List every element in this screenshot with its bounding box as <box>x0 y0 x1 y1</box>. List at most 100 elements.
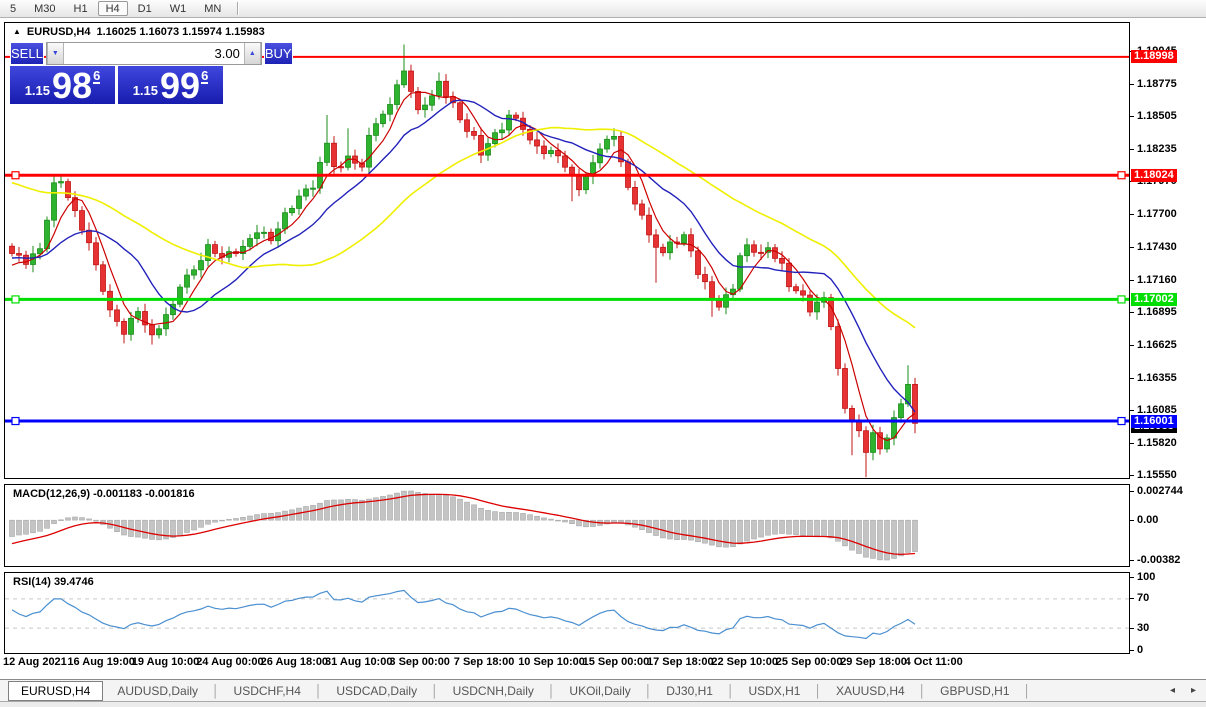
axis-tick-label: 30 <box>1137 621 1150 634</box>
candle <box>548 150 554 154</box>
date-axis-label: 16 Aug 19:00 <box>67 656 135 668</box>
axis-tick-label: -0.00382 <box>1137 553 1181 566</box>
candle <box>65 181 71 199</box>
rsi-chart-canvas[interactable] <box>5 573 1129 653</box>
candle <box>576 174 582 191</box>
tab-scroll-right-icon[interactable]: ▸ <box>1190 685 1196 696</box>
tab-separator: │ <box>314 683 323 698</box>
date-axis-label: 15 Sep 00:00 <box>582 656 650 668</box>
candle <box>240 245 246 254</box>
candle <box>205 244 211 262</box>
date-axis-label: 29 Sep 18:00 <box>840 656 907 668</box>
buy-button[interactable]: BUY <box>263 42 293 65</box>
date-axis-label: 24 Aug 00:00 <box>196 656 264 668</box>
hline-handle[interactable] <box>1117 416 1126 426</box>
hline-handle[interactable] <box>11 171 20 180</box>
tab-usdcnh-daily[interactable]: USDCNH,Daily <box>452 683 534 698</box>
axis-tick-label: 0 <box>1137 643 1144 656</box>
tab-separator: │ <box>726 683 735 698</box>
candle <box>814 301 820 313</box>
tab-usdx-h1[interactable]: USDX,H1 <box>748 683 801 698</box>
tab-separator: │ <box>1023 683 1032 698</box>
collapse-icon[interactable]: ▲ <box>13 26 21 36</box>
candle <box>772 247 778 259</box>
hline-handle[interactable] <box>11 295 20 304</box>
rsi-indicator-panel[interactable]: RSI(14) 39.4746 <box>4 572 1130 654</box>
candle <box>786 262 792 288</box>
date-axis-label: 22 Sep 10:00 <box>711 656 779 668</box>
candle <box>835 326 841 369</box>
axis-tick-label: 1.18235 <box>1137 143 1177 156</box>
sell-price-major: 1.15 <box>24 83 51 98</box>
candle <box>422 104 428 111</box>
candle <box>254 232 260 239</box>
volume-input[interactable] <box>63 43 244 64</box>
buy-price-display[interactable]: 1.15 99 6 <box>118 66 223 104</box>
volume-decrease-button[interactable]: ▼ <box>46 43 64 64</box>
candle <box>618 136 624 163</box>
sell-button[interactable]: SELL <box>10 42 44 65</box>
candle <box>380 113 386 124</box>
candle <box>429 95 435 106</box>
axis-tick-label: 1.15820 <box>1137 436 1177 449</box>
timeframe-button-w1[interactable]: W1 <box>162 1 195 16</box>
macd-axis: 0.002744 0.00 -0.00382 <box>1130 484 1206 567</box>
sell-price-pips: 98 <box>52 65 93 106</box>
candle <box>807 294 813 313</box>
axis-tick-label: 1.17430 <box>1137 240 1177 253</box>
tab-ukoil-daily[interactable]: UKOil,Daily <box>569 683 631 698</box>
candle <box>177 286 183 305</box>
sell-price-display[interactable]: 1.15 98 6 <box>10 66 115 104</box>
tab-gbpusd-h1[interactable]: GBPUSD,H1 <box>940 683 1010 698</box>
volume-increase-button[interactable]: ▲ <box>243 43 261 64</box>
candle <box>632 186 638 205</box>
axis-tick-label: 1.17160 <box>1137 273 1177 286</box>
candle <box>849 407 855 422</box>
axis-tick-label: 1.16625 <box>1137 338 1177 351</box>
candle <box>513 114 519 119</box>
tab-xauusd-h4[interactable]: XAUUSD,H4 <box>835 683 905 698</box>
candle <box>506 114 512 131</box>
candle <box>415 91 421 111</box>
candle <box>345 155 351 168</box>
candle <box>793 286 799 292</box>
tab-audusd-daily[interactable]: AUDUSD,Daily <box>117 683 199 698</box>
timeframe-button-m30[interactable]: M30 <box>26 1 63 16</box>
ma-slow <box>11 126 916 329</box>
ma-mid <box>11 99 916 413</box>
tab-usdcad-daily[interactable]: USDCAD,Daily <box>336 683 418 698</box>
candle <box>51 182 57 221</box>
timeframe-button-h4[interactable]: H4 <box>97 1 128 16</box>
candle <box>541 145 547 154</box>
tab-eurusd-h4[interactable]: EURUSD,H4 <box>8 680 104 701</box>
buy-price-pips: 99 <box>160 65 201 106</box>
candle <box>443 80 449 97</box>
candle <box>639 203 645 216</box>
timeframe-button-mn[interactable]: MN <box>196 1 229 16</box>
timeframe-button-5[interactable]: 5 <box>2 1 24 16</box>
date-axis-label: 31 Aug 10:00 <box>325 656 393 668</box>
candle <box>121 320 127 335</box>
date-axis-label: 4 Oct 11:00 <box>904 656 963 668</box>
hline-handle[interactable] <box>1117 295 1126 304</box>
candle <box>695 250 701 275</box>
candle <box>72 197 78 212</box>
hline-handle[interactable] <box>1117 171 1126 180</box>
timeframe-button-h1[interactable]: H1 <box>66 1 96 16</box>
date-axis-label: 25 Sep 00:00 <box>775 656 843 668</box>
macd-indicator-panel[interactable]: MACD(12,26,9) -0.001183 -0.001816 <box>4 484 1130 567</box>
date-axis-label: 12 Aug 2021 <box>3 656 67 668</box>
tab-separator: │ <box>547 683 556 698</box>
candle <box>58 181 64 184</box>
volume-stepper: ▼ ▲ <box>45 42 262 65</box>
tab-dj30-h1[interactable]: DJ30,H1 <box>666 683 713 698</box>
tab-scroll-left-icon[interactable]: ◂ <box>1169 685 1175 696</box>
tab-usdchf-h4[interactable]: USDCHF,H4 <box>233 683 301 698</box>
macd-chart-canvas[interactable] <box>5 485 1129 566</box>
tab-separator: │ <box>918 683 927 698</box>
chart-symbol-label: EURUSD,H4 <box>26 26 91 38</box>
timeframe-button-d1[interactable]: D1 <box>130 1 160 16</box>
chevron-down-icon: ▼ <box>51 50 59 57</box>
hline-handle[interactable] <box>11 416 20 426</box>
candle <box>877 432 883 450</box>
